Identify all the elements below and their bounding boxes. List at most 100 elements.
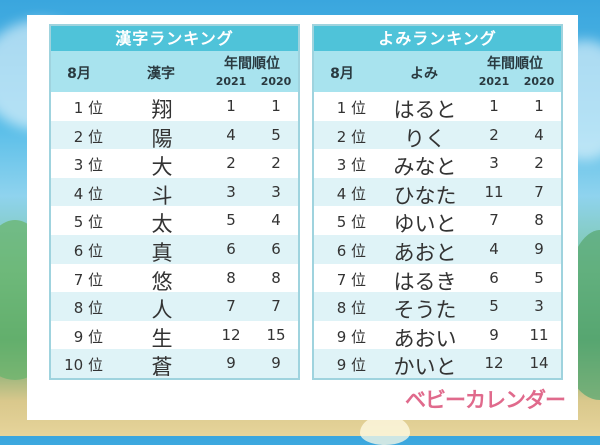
rank-cell: 5 位 [73,213,103,232]
name-cell: 生 [151,326,173,351]
header-annual-rank: 年間順位 [487,56,543,72]
table-row: 3 位 みなと 3 2 [314,149,561,179]
header-year-2021: 2021 [478,75,510,88]
name-cell: はるき [393,269,457,294]
rank-2021-cell: 1 [226,97,236,115]
rank-2020-cell: 3 [271,182,281,201]
rank-2021-cell: 9 [489,325,499,344]
header-name: 漢字 [147,66,175,82]
rank-cell: 4 位 [73,184,103,203]
rank-cell: 4 位 [336,184,366,203]
table-row: 5 位 ゆいと 7 8 [314,206,561,237]
name-cell: 陽 [151,126,173,151]
rank-2021-cell: 12 [221,325,241,344]
rank-2020-cell: 15 [266,325,286,344]
name-cell: ゆいと [393,212,457,237]
name-cell: 蒼 [151,355,173,380]
rank-2020-cell: 8 [534,211,544,230]
name-cell: 大 [151,155,173,180]
table-row: 4 位 ひなた 11 7 [314,177,561,208]
rank-2021-cell: 6 [489,268,499,287]
header-annual-rank: 年間順位 [224,56,280,72]
table-row: 7 位 悠 8 8 [51,263,298,294]
name-cell: 翔 [151,98,173,122]
rank-2021-cell: 5 [226,211,236,230]
rank-2020-cell: 7 [271,297,281,316]
rank-cell: 1 位 [336,99,366,117]
table-row: 3 位 大 2 2 [51,149,298,180]
rank-2021-cell: 11 [484,182,504,201]
rank-2020-cell: 9 [534,239,544,258]
name-cell: かいと [393,355,457,380]
rank-cell: 6 位 [73,241,103,260]
rank-cell: 9 位 [336,356,366,375]
rank-2021-cell: 3 [226,182,236,201]
rank-2021-cell: 3 [489,154,499,173]
kanji-ranking-table: 漢字ランキング 8月 漢字 年間順位 2021 2020 1 位 翔 1 1 2 位 陽… [49,24,300,380]
name-cell: あおい [393,326,457,351]
table-row: 4 位 斗 3 3 [51,177,298,208]
rank-cell: 7 位 [336,270,366,289]
name-cell: あおと [393,240,457,265]
rank-2020-cell: 1 [534,97,544,115]
rank-2020-cell: 5 [534,268,544,287]
header-name: よみ [410,66,438,82]
rank-2020-cell: 7 [534,182,544,201]
rank-2020-cell: 6 [271,239,281,258]
table-title: よみランキング [314,26,561,51]
table-body: 1 位はると 1 1 2 位りく 2 4 3 位みなと 3 2 4 位ひなた 11 7 5 位ゆ… [314,92,561,380]
table-row: 5 位 太 5 4 [51,206,298,237]
rank-2021-cell: 2 [226,154,236,173]
table-row: 6 位 あおと 4 9 [314,234,561,265]
rank-2020-cell: 11 [529,325,549,344]
name-cell: そうた [393,298,457,323]
rank-cell: 3 位 [73,156,103,175]
rank-cell: 6 位 [336,241,366,260]
header-year-2021: 2021 [215,75,247,88]
rank-2021-cell: 4 [489,239,499,258]
baby-calendar-logo: ベビーカレンダー [405,388,566,412]
table-row: 6 位 真 6 6 [51,234,298,265]
table-title: 漢字ランキング [51,26,298,51]
rank-cell: 8 位 [73,299,103,318]
table-row: 2 位 陽 4 5 [51,120,298,151]
header-year-2020: 2020 [260,75,292,88]
rank-2020-cell: 2 [534,154,544,173]
rank-2021-cell: 1 [489,97,499,115]
table-row: 10 位 蒼 9 9 [51,349,298,380]
table-row: 1 位 はると 1 1 [314,92,561,122]
rank-2020-cell: 1 [271,97,281,115]
table-row: 7 位 はるき 6 5 [314,263,561,294]
rank-2020-cell: 14 [529,354,549,373]
table-row: 9 位 生 12 15 [51,320,298,351]
table-row: 2 位 りく 2 4 [314,120,561,151]
rank-cell: 3 位 [336,156,366,175]
rank-cell: 2 位 [73,127,103,146]
rank-2021-cell: 2 [489,125,499,144]
name-cell: 斗 [151,183,173,208]
rank-2020-cell: 3 [534,297,544,316]
rank-2020-cell: 2 [271,154,281,173]
rank-2020-cell: 8 [271,268,281,287]
rank-2021-cell: 4 [226,125,236,144]
table-row: 9 位 かいと 12 14 [314,349,561,380]
table-row: 8 位 人 7 7 [51,292,298,322]
yomi-ranking-table: よみランキング 8月 よみ 年間順位 2021 2020 1 位はると 1 1 2 … [312,24,563,380]
rank-2021-cell: 9 [226,354,236,373]
rank-2021-cell: 8 [226,268,236,287]
rank-cell: 9 位 [336,327,366,346]
rank-2021-cell: 7 [226,297,236,316]
rank-cell: 9 位 [73,327,103,346]
rank-2021-cell: 6 [226,239,236,258]
rank-cell: 1 位 [73,99,103,117]
rank-cell: 10 位 [64,356,103,375]
header-year-2020: 2020 [523,75,555,88]
name-cell: ひなた [393,183,457,208]
header-month: 8月 [67,66,91,82]
rank-cell: 2 位 [336,127,366,146]
name-cell: 太 [151,212,173,237]
name-cell: はると [393,98,457,122]
rank-cell: 7 位 [73,270,103,289]
name-cell: りく [404,126,446,151]
